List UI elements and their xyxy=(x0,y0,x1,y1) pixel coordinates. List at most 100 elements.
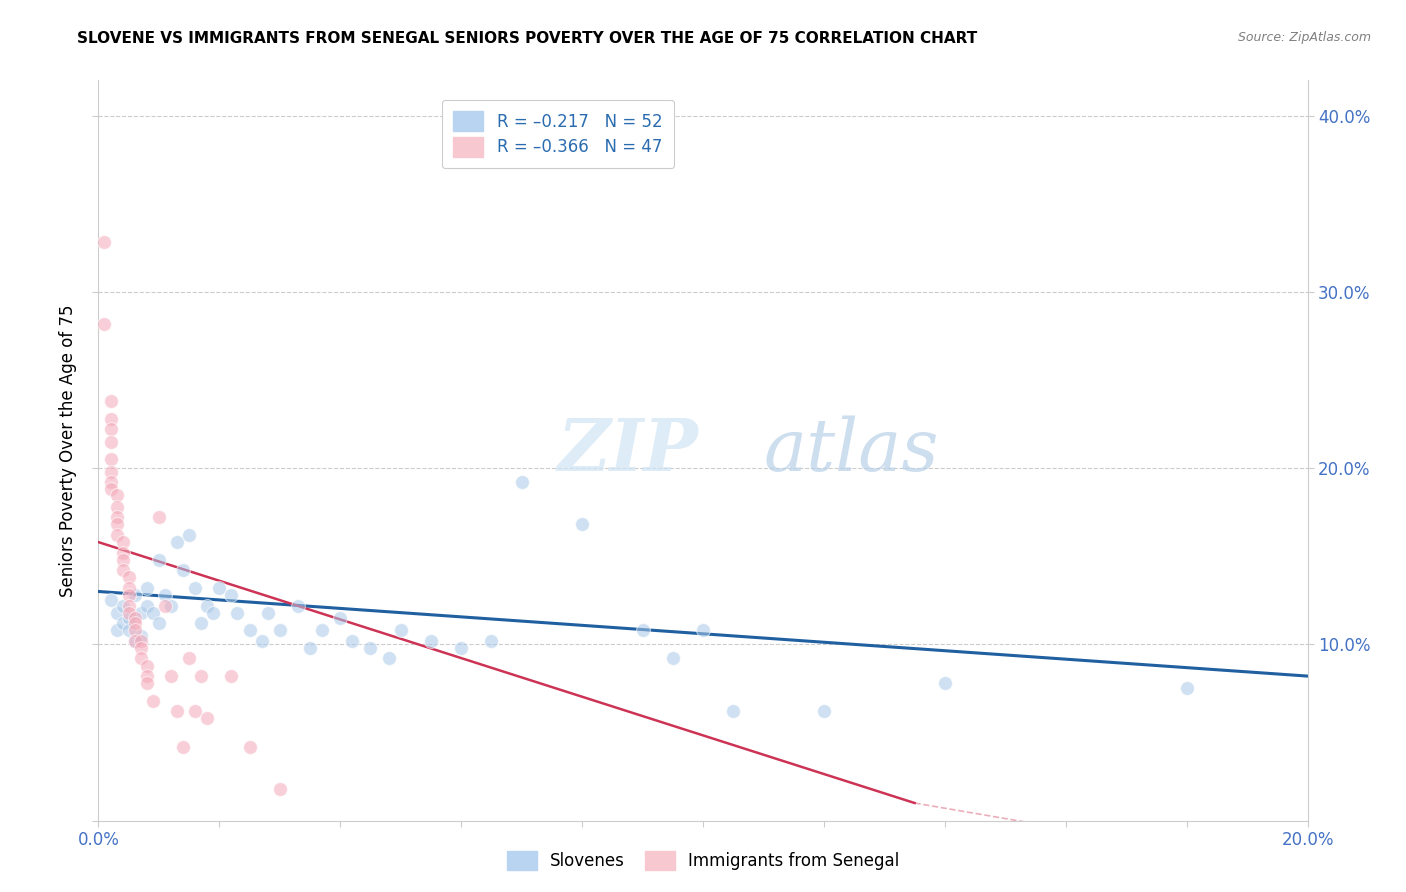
Point xyxy=(100,452,122,467)
Point xyxy=(124,611,146,625)
Point xyxy=(118,570,141,584)
Point xyxy=(100,465,122,479)
Point xyxy=(631,624,654,638)
Point xyxy=(571,517,593,532)
Point xyxy=(342,633,364,648)
Point xyxy=(111,563,134,577)
Point xyxy=(723,704,745,718)
Point xyxy=(118,581,141,595)
Point xyxy=(360,640,382,655)
Point xyxy=(124,633,146,648)
Point xyxy=(135,599,157,613)
Point xyxy=(129,633,152,648)
Point xyxy=(179,528,201,542)
Point xyxy=(153,588,176,602)
Point xyxy=(118,624,141,638)
Point xyxy=(311,624,333,638)
Text: ZIP: ZIP xyxy=(558,415,699,486)
Point xyxy=(129,651,152,665)
Point xyxy=(124,633,146,648)
Point xyxy=(105,500,128,514)
Point xyxy=(100,411,122,425)
Legend: Slovenes, Immigrants from Senegal: Slovenes, Immigrants from Senegal xyxy=(501,844,905,877)
Point xyxy=(221,669,243,683)
Point xyxy=(172,563,194,577)
Point xyxy=(105,510,128,524)
Point xyxy=(93,235,115,250)
Point xyxy=(166,535,188,549)
Point xyxy=(1175,681,1198,696)
Point xyxy=(160,599,183,613)
Point xyxy=(135,581,157,595)
Point xyxy=(105,528,128,542)
Point xyxy=(208,581,231,595)
Point xyxy=(111,546,134,560)
Point xyxy=(100,394,122,409)
Point xyxy=(142,694,165,708)
Point xyxy=(166,704,188,718)
Point xyxy=(190,669,212,683)
Point xyxy=(129,628,152,642)
Point xyxy=(450,640,472,655)
Point xyxy=(269,781,291,796)
Point xyxy=(111,553,134,567)
Text: Source: ZipAtlas.com: Source: ZipAtlas.com xyxy=(1237,31,1371,45)
Point xyxy=(250,633,273,648)
Point xyxy=(111,599,134,613)
Point xyxy=(377,651,399,665)
Point xyxy=(105,606,128,620)
Point xyxy=(118,599,141,613)
Y-axis label: Seniors Poverty Over the Age of 75: Seniors Poverty Over the Age of 75 xyxy=(59,304,77,597)
Point xyxy=(142,606,165,620)
Point xyxy=(179,651,201,665)
Point xyxy=(184,704,207,718)
Point xyxy=(105,624,128,638)
Point xyxy=(105,487,128,501)
Point xyxy=(256,606,278,620)
Point xyxy=(160,669,183,683)
Point xyxy=(129,640,152,655)
Point xyxy=(269,624,291,638)
Point xyxy=(287,599,309,613)
Point xyxy=(692,624,714,638)
Point xyxy=(221,588,243,602)
Point xyxy=(124,588,146,602)
Text: SLOVENE VS IMMIGRANTS FROM SENEGAL SENIORS POVERTY OVER THE AGE OF 75 CORRELATIO: SLOVENE VS IMMIGRANTS FROM SENEGAL SENIO… xyxy=(77,31,977,46)
Point xyxy=(111,616,134,631)
Point xyxy=(129,606,152,620)
Point xyxy=(329,611,352,625)
Point xyxy=(299,640,322,655)
Point xyxy=(124,624,146,638)
Point xyxy=(226,606,249,620)
Point xyxy=(148,510,170,524)
Point xyxy=(135,669,157,683)
Point xyxy=(93,317,115,331)
Point xyxy=(481,633,503,648)
Point xyxy=(100,422,122,436)
Point xyxy=(239,739,262,754)
Point xyxy=(813,704,835,718)
Point xyxy=(111,535,134,549)
Point xyxy=(118,588,141,602)
Point xyxy=(661,651,683,665)
Point xyxy=(190,616,212,631)
Point xyxy=(239,624,262,638)
Point xyxy=(100,593,122,607)
Point xyxy=(100,434,122,449)
Point xyxy=(118,611,141,625)
Point xyxy=(202,606,225,620)
Point xyxy=(420,633,443,648)
Point xyxy=(118,606,141,620)
Point xyxy=(148,616,170,631)
Point xyxy=(148,553,170,567)
Point xyxy=(195,711,218,725)
Point xyxy=(389,624,412,638)
Point xyxy=(105,517,128,532)
Legend: R = –0.217   N = 52, R = –0.366   N = 47: R = –0.217 N = 52, R = –0.366 N = 47 xyxy=(441,100,673,169)
Point xyxy=(934,676,956,690)
Point xyxy=(135,676,157,690)
Point xyxy=(124,616,146,631)
Point xyxy=(153,599,176,613)
Point xyxy=(510,475,533,490)
Point xyxy=(135,658,157,673)
